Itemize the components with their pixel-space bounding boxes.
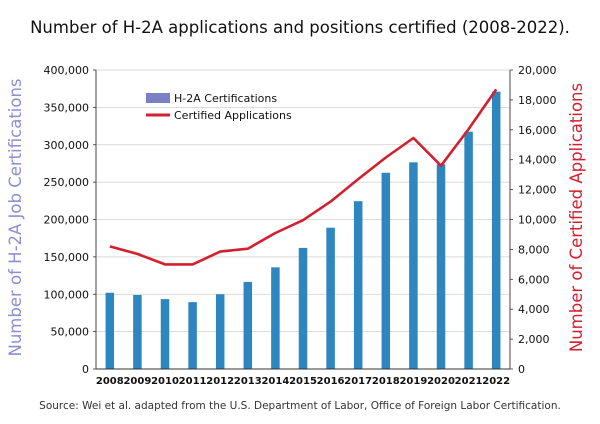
x-tick-label: 2012 [206, 376, 234, 387]
y-tick-label-right: 14,000 [518, 154, 557, 167]
y-tick-label-left: 100,000 [44, 288, 90, 301]
y-tick-label-left: 250,000 [44, 176, 90, 189]
y-tick-label-left: 50,000 [51, 326, 90, 339]
x-tick-label: 2009 [123, 376, 151, 387]
y-axis-label-left: Number of H-2A Job Certifications [6, 78, 25, 356]
legend-swatch-bar [146, 93, 170, 103]
y-tick-label-right: 20,000 [518, 64, 557, 77]
y-tick-label-left: 400,000 [44, 64, 90, 77]
bar [436, 164, 446, 369]
bar [243, 281, 253, 369]
line-series [109, 88, 498, 266]
x-tick-label: 2015 [289, 376, 317, 387]
x-tick-label: 2010 [151, 376, 179, 387]
bar [188, 302, 197, 369]
bar [326, 227, 335, 369]
y-tick-label-left: 150,000 [44, 251, 90, 264]
y-tick-label-left: 200,000 [44, 214, 90, 227]
x-tick-label: 2021 [455, 376, 483, 387]
y-tick-label-left: 0 [82, 363, 89, 376]
chart-title: Number of H-2A applications and position… [30, 18, 570, 37]
legend-label-bar: H-2A Certifications [174, 92, 277, 105]
bar [381, 172, 391, 369]
bar [409, 162, 418, 369]
bar [215, 294, 225, 369]
y-axis-label-right: Number of Certified Applications [567, 83, 586, 352]
x-tick-label: 2022 [482, 376, 510, 387]
y-tick-label-right: 16,000 [518, 124, 557, 137]
y-tick-label-right: 4,000 [518, 303, 550, 316]
x-tick-label: 2018 [372, 376, 400, 387]
legend-label-line: Certified Applications [174, 109, 292, 122]
series-line [109, 88, 498, 266]
x-tick-label: 2020 [427, 376, 455, 387]
bar [464, 131, 473, 369]
bar [353, 201, 363, 369]
y-tick-label-right: 10,000 [518, 214, 557, 227]
left-y-ticks: 0 50,000 100,000 150,000 200,000 250,000 300,0… [44, 64, 96, 376]
x-tick-label: 2013 [234, 376, 262, 387]
bar [133, 294, 142, 369]
x-tick-label: 2008 [96, 376, 124, 387]
right-y-ticks: 0 2,000 4,000 6,000 8,000 10,000 12,000 14,000 1… [510, 64, 557, 376]
bar [271, 267, 280, 369]
y-tick-label-left: 350,000 [44, 101, 90, 114]
x-tick-label: 2017 [344, 376, 372, 387]
y-tick-label-right: 6,000 [518, 273, 550, 286]
y-tick-label-right: 8,000 [518, 243, 550, 256]
x-ticks: 2008 2009 2010 2011 2012 2013 2014 2015 2016 2017… [96, 376, 510, 387]
y-tick-label-right: 0 [518, 363, 525, 376]
bar [105, 292, 115, 369]
bar [298, 247, 308, 369]
chart-source: Source: Wei et al. adapted from the U.S.… [39, 400, 561, 412]
bar [160, 299, 170, 369]
y-tick-label-right: 2,000 [518, 333, 550, 346]
y-tick-label-left: 300,000 [44, 139, 90, 152]
x-tick-label: 2016 [317, 376, 345, 387]
x-tick-label: 2014 [261, 376, 289, 387]
legend: H-2A Certifications Certified Applicatio… [146, 92, 292, 122]
x-tick-label: 2011 [179, 376, 207, 387]
bar [491, 91, 501, 370]
y-tick-label-right: 18,000 [518, 94, 557, 107]
y-tick-label-right: 12,000 [518, 184, 557, 197]
x-tick-label: 2019 [399, 376, 427, 387]
bar-series [105, 91, 501, 370]
